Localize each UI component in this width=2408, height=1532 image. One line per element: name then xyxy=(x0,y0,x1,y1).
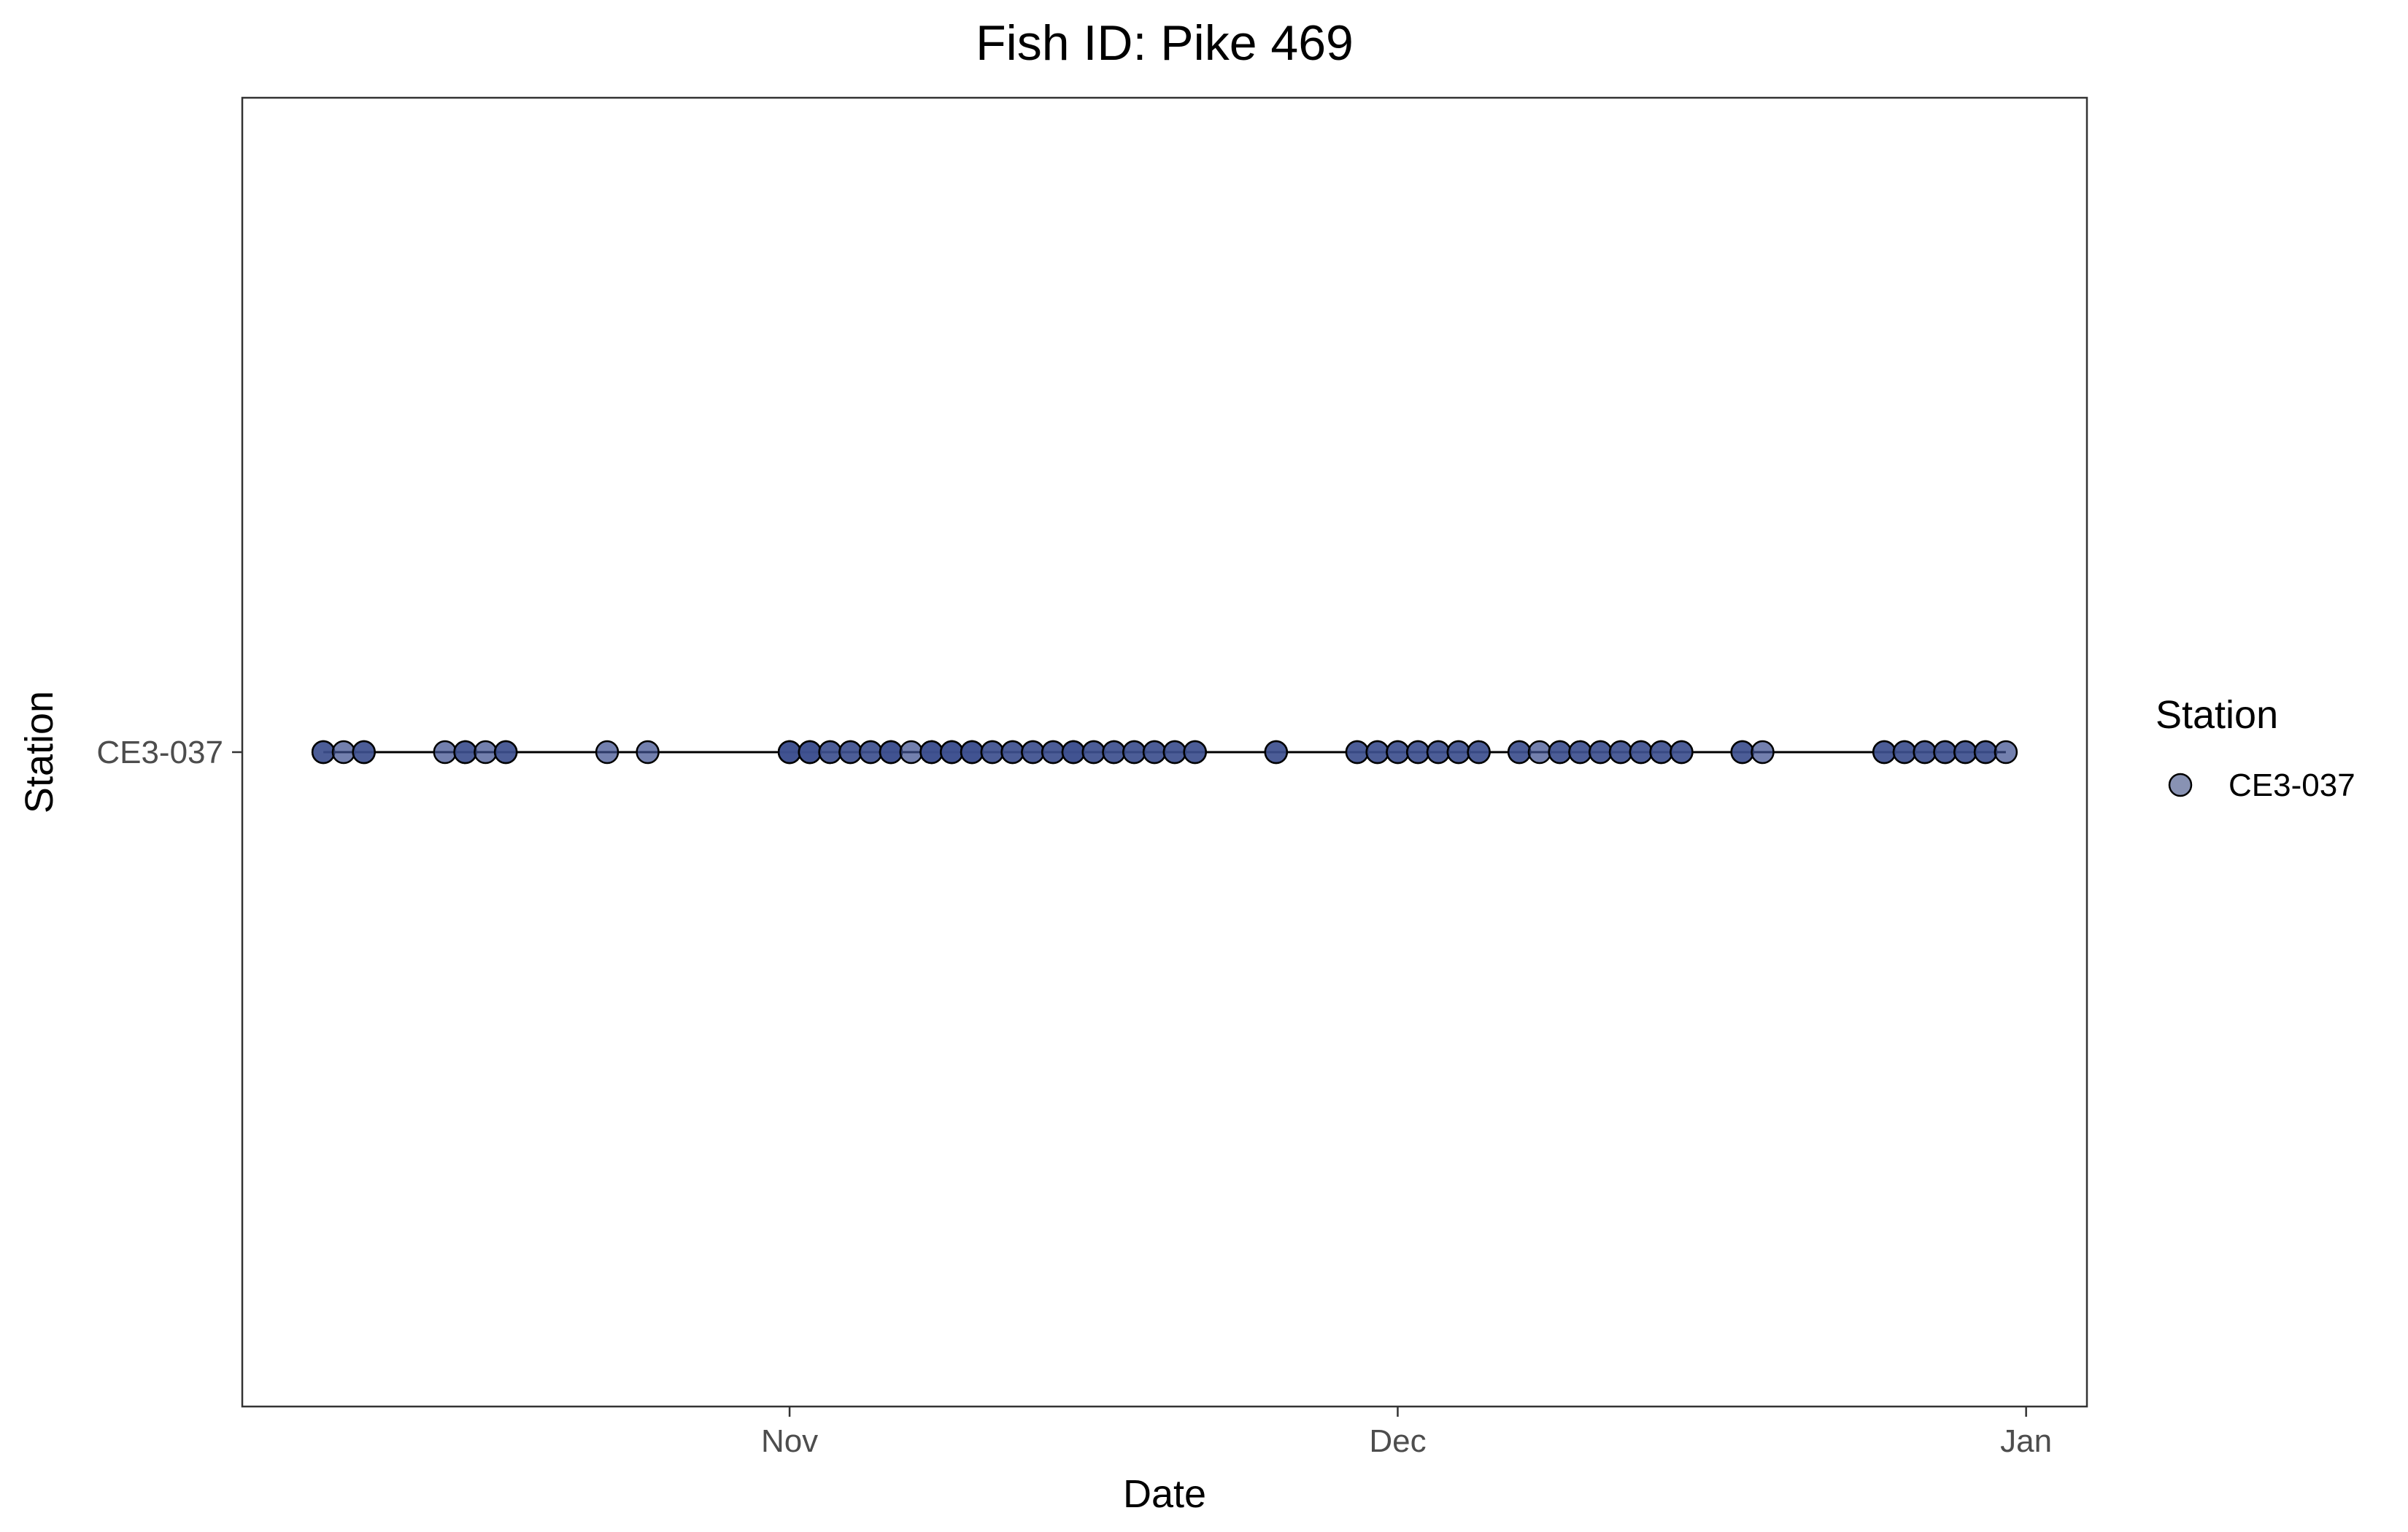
legend-key-point xyxy=(2168,773,2193,797)
detection-point xyxy=(899,740,923,765)
detection-point xyxy=(1933,740,1957,765)
detection-point xyxy=(1386,740,1410,765)
detection-point xyxy=(980,740,1005,765)
detection-point xyxy=(1751,740,1775,765)
detection-point xyxy=(1000,740,1024,765)
detection-point xyxy=(1892,740,1917,765)
detection-point xyxy=(1913,740,1937,765)
x-axis: Nov Dec Jan xyxy=(761,1407,2052,1459)
legend-title: Station xyxy=(2156,693,2278,737)
detection-point xyxy=(879,740,903,765)
y-axis-title: Station xyxy=(18,691,61,813)
detection-point xyxy=(838,740,863,765)
detection-point xyxy=(1467,740,1491,765)
detection-point xyxy=(433,740,458,765)
detection-point xyxy=(940,740,964,765)
detection-point xyxy=(1142,740,1167,765)
detection-point xyxy=(595,740,620,765)
detection-point xyxy=(1021,740,1045,765)
detection-point xyxy=(1649,740,1673,765)
detection-point xyxy=(1730,740,1754,765)
chart-title: Fish ID: Pike 469 xyxy=(976,15,1354,71)
detection-point xyxy=(1608,740,1633,765)
legend-entry-label: CE3-037 xyxy=(2228,767,2355,803)
detection-point xyxy=(1548,740,1572,765)
detection-points xyxy=(311,740,2018,765)
legend: Station CE3-037 xyxy=(2156,693,2355,803)
detection-point xyxy=(1081,740,1106,765)
detection-point xyxy=(1061,740,1086,765)
detection-point xyxy=(331,740,356,765)
detection-point xyxy=(493,740,518,765)
x-tick-label: Nov xyxy=(761,1423,818,1459)
detection-point xyxy=(1446,740,1471,765)
detection-point xyxy=(453,740,477,765)
detection-point xyxy=(919,740,943,765)
detection-point xyxy=(1122,740,1146,765)
detection-point xyxy=(1162,740,1187,765)
detection-point xyxy=(777,740,802,765)
detection-point xyxy=(1629,740,1653,765)
x-tick-label: Dec xyxy=(1369,1423,1426,1459)
detection-point xyxy=(1973,740,1998,765)
detection-point xyxy=(1507,740,1532,765)
detection-point xyxy=(798,740,822,765)
detection-point xyxy=(1406,740,1430,765)
y-tick-label: CE3-037 xyxy=(96,735,223,770)
detection-point xyxy=(1872,740,1896,765)
detection-point xyxy=(1426,740,1451,765)
detection-point xyxy=(818,740,842,765)
detection-point xyxy=(636,740,660,765)
detection-point xyxy=(1264,740,1289,765)
y-axis: CE3-037 xyxy=(96,735,242,770)
detection-point xyxy=(960,740,984,765)
detection-point xyxy=(1183,740,1207,765)
x-tick-label: Jan xyxy=(2000,1423,2052,1459)
detection-point xyxy=(352,740,376,765)
detection-point xyxy=(1953,740,1977,765)
detection-point xyxy=(1568,740,1592,765)
detection-point xyxy=(1589,740,1613,765)
detection-point xyxy=(858,740,883,765)
detection-point xyxy=(1102,740,1126,765)
detection-point xyxy=(311,740,336,765)
detection-point xyxy=(1670,740,1694,765)
detection-point xyxy=(474,740,498,765)
detection-point xyxy=(1994,740,2018,765)
detection-point xyxy=(1345,740,1370,765)
detection-point xyxy=(1041,740,1065,765)
x-axis-title: Date xyxy=(1123,1472,1206,1516)
detection-point xyxy=(1527,740,1552,765)
detection-point xyxy=(1365,740,1389,765)
